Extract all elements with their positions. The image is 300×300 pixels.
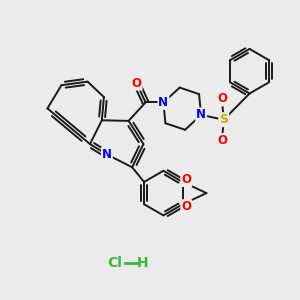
Text: O: O	[132, 76, 142, 90]
Text: N: N	[158, 96, 168, 109]
Text: O: O	[181, 173, 191, 186]
Text: O: O	[217, 92, 227, 105]
Text: S: S	[219, 113, 228, 126]
Text: O: O	[181, 200, 191, 213]
Text: N: N	[196, 108, 206, 122]
Text: Cl: Cl	[107, 256, 122, 270]
Text: O: O	[217, 134, 227, 147]
Text: N: N	[102, 148, 112, 161]
Text: H: H	[137, 256, 148, 270]
